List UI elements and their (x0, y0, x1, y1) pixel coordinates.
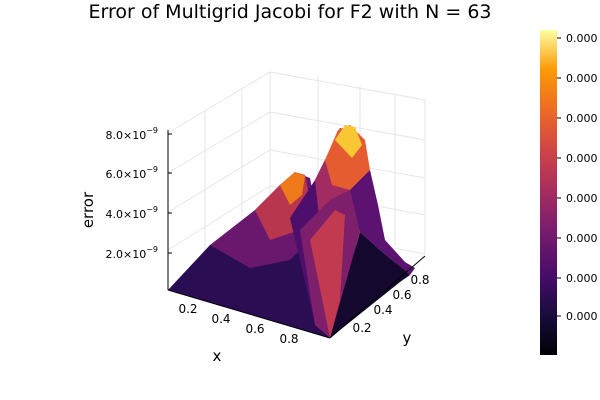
surface (168, 125, 415, 338)
x-axis: 0.2 0.4 0.6 0.8 x (167, 289, 331, 365)
x-tick-label: 0.2 (178, 302, 197, 316)
colorbar-tick-label: 0.000 (566, 72, 598, 85)
x-axis-label: x (213, 347, 222, 365)
y-axis: 0.2 0.4 0.6 0.8 y (329, 255, 430, 347)
colorbar-tick-label: 0.000 (566, 310, 598, 323)
colorbar-gradient (540, 30, 557, 355)
z-axis-label: error (79, 191, 97, 228)
y-tick-label: 0.4 (373, 303, 392, 317)
chart-title: Error of Multigrid Jacobi for F2 with N … (88, 1, 491, 23)
z-tick-label: 2.0×10−9 (105, 245, 158, 261)
colorbar-tick-label: 0.000 (566, 272, 598, 285)
z-axis: 2.0×10−9 4.0×10−9 6.0×10−9 8.0×10−9 erro… (79, 126, 172, 290)
y-tick-label: 0.2 (352, 321, 371, 335)
x-tick-label: 0.6 (245, 322, 264, 336)
colorbar-tick-label: 0.000 (566, 192, 598, 205)
x-tick-label: 0.8 (279, 332, 298, 346)
z-tick-label: 4.0×10−9 (105, 205, 158, 221)
y-axis-label: y (403, 329, 412, 347)
colorbar-tick-label: 0.000 (566, 112, 598, 125)
colorbar: 0.000 0.000 0.000 0.000 0.000 0.000 0.00… (540, 30, 598, 355)
colorbar-tick-label: 0.000 (566, 152, 598, 165)
x-tick-label: 0.4 (211, 312, 230, 326)
colorbar-tick-label: 0.000 (566, 232, 598, 245)
y-tick-label: 0.6 (392, 288, 411, 302)
colorbar-tick-label: 0.000 (566, 32, 598, 45)
z-tick-label: 8.0×10−9 (105, 126, 158, 142)
y-tick-label: 0.8 (410, 273, 429, 287)
z-tick-label: 6.0×10−9 (105, 165, 158, 181)
